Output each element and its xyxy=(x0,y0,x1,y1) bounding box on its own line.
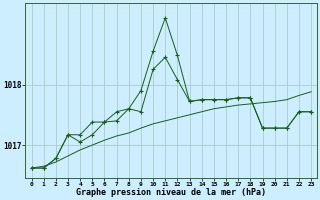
X-axis label: Graphe pression niveau de la mer (hPa): Graphe pression niveau de la mer (hPa) xyxy=(76,188,266,197)
